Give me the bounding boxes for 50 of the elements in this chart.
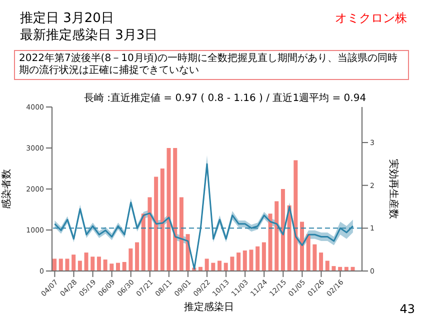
bar (166, 148, 171, 271)
bar (312, 244, 317, 271)
bar (52, 258, 57, 271)
bar (90, 256, 95, 271)
bar (128, 248, 133, 271)
bar (268, 214, 272, 271)
bar (300, 222, 304, 271)
bar (78, 260, 82, 271)
bar (173, 148, 178, 271)
bar (306, 234, 310, 271)
chart-title: 推定日 3月20日 (20, 10, 115, 27)
chart-subtitle: 最新推定感染日 3月3日 (20, 27, 158, 44)
y2-axis-title: 実効再生産数 (387, 159, 400, 219)
bar (110, 264, 114, 271)
bar (135, 242, 140, 271)
bar (65, 258, 70, 271)
bar (249, 250, 254, 271)
bar (294, 160, 298, 271)
bar (332, 266, 336, 271)
x-axis-title: 推定感染日 (183, 302, 235, 314)
text: 2022年第7波後半(8－10月頃)の一時期に全数把握見直し期間があり、当該県の同時期の流行状況は正確に捕捉できていない (14, 50, 409, 80)
bar (72, 254, 76, 271)
bar (122, 262, 126, 271)
text: オミクロン株 (335, 10, 407, 27)
bar (179, 197, 184, 271)
bar (96, 256, 101, 271)
text: 43 (400, 302, 415, 316)
bar (256, 246, 260, 271)
bar (224, 262, 228, 271)
bar (280, 189, 285, 271)
text: 長崎 :直近推定値 = 0.97 ( 0.8 - 1.16 ) / 直近1週平均 = 0.94 (82, 92, 368, 105)
bar (242, 250, 247, 271)
bar (230, 256, 234, 271)
bar (148, 197, 152, 271)
y-axis-title: 感染者数 (0, 169, 13, 209)
bar (154, 176, 158, 271)
bar (211, 262, 216, 271)
bar (141, 214, 146, 271)
bar (325, 260, 330, 271)
bar (58, 258, 63, 271)
bar (84, 252, 88, 271)
bar (218, 260, 222, 271)
bar (319, 252, 324, 271)
bar (160, 168, 164, 271)
bar (236, 252, 241, 271)
bar (116, 262, 120, 271)
bar (103, 260, 108, 271)
bar (204, 258, 209, 271)
bar (274, 201, 279, 271)
bar (262, 242, 266, 271)
